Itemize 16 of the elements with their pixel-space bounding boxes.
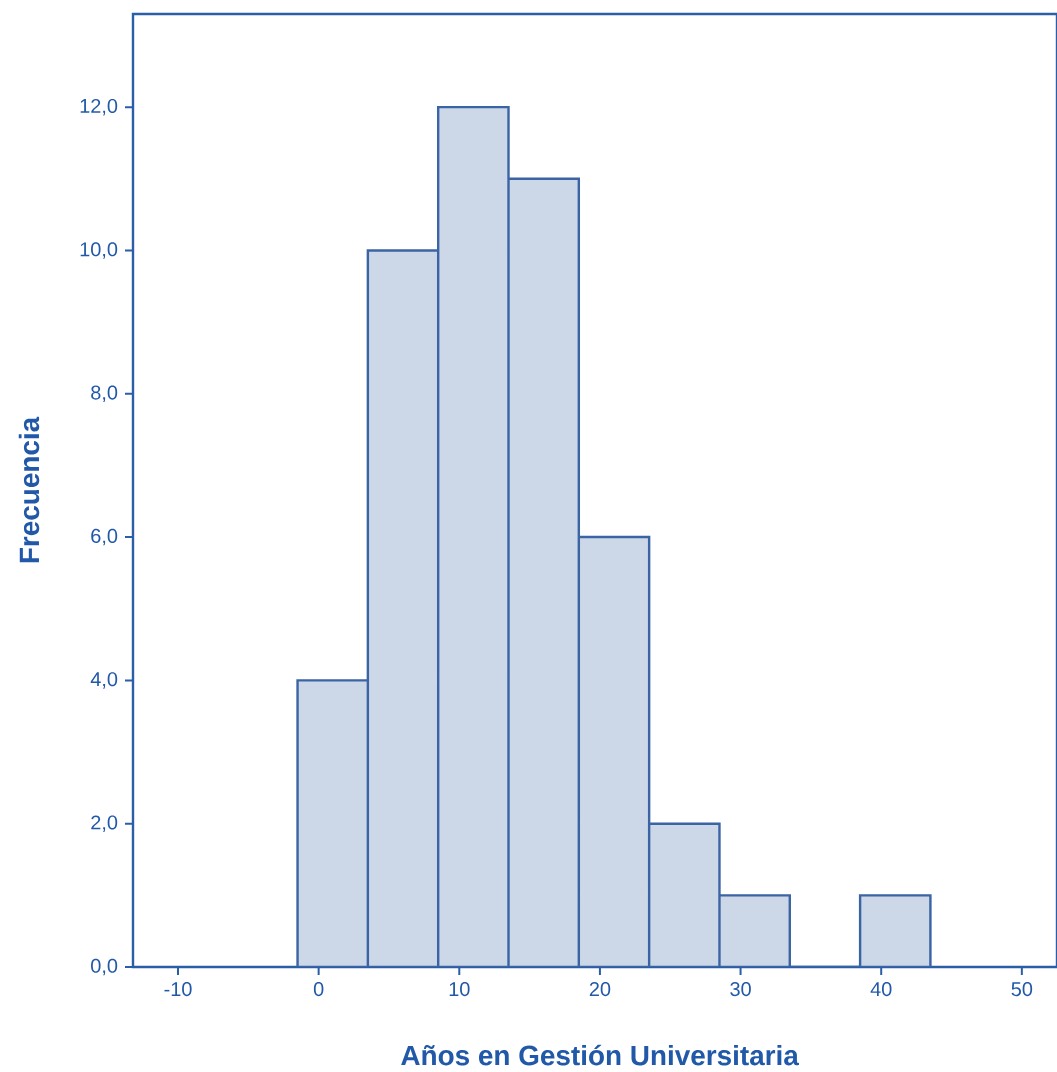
x-tick-label: 0	[313, 982, 324, 997]
x-axis-title: Años en Gestión Universitaria	[401, 1044, 799, 1066]
x-tick-label: 50	[1011, 982, 1033, 997]
y-tick-label: 12,0	[80, 98, 118, 116]
y-axis-title: Frecuencia	[18, 416, 40, 563]
y-tick-label: 4,0	[90, 672, 118, 689]
x-tick-label: 30	[730, 982, 751, 997]
x-tick-label: 20	[589, 982, 611, 997]
x-tick-label: 10	[449, 982, 470, 997]
y-tick-label: 2,0	[91, 815, 118, 832]
y-tick-label: 8,0	[91, 385, 118, 402]
x-tick-label: -10	[164, 982, 192, 997]
y-tick-label: 10,0	[80, 242, 118, 259]
x-tick-label: 40	[870, 982, 892, 997]
y-tick-label: 6,0	[91, 528, 118, 546]
y-tick-label: 0,0	[91, 958, 118, 976]
